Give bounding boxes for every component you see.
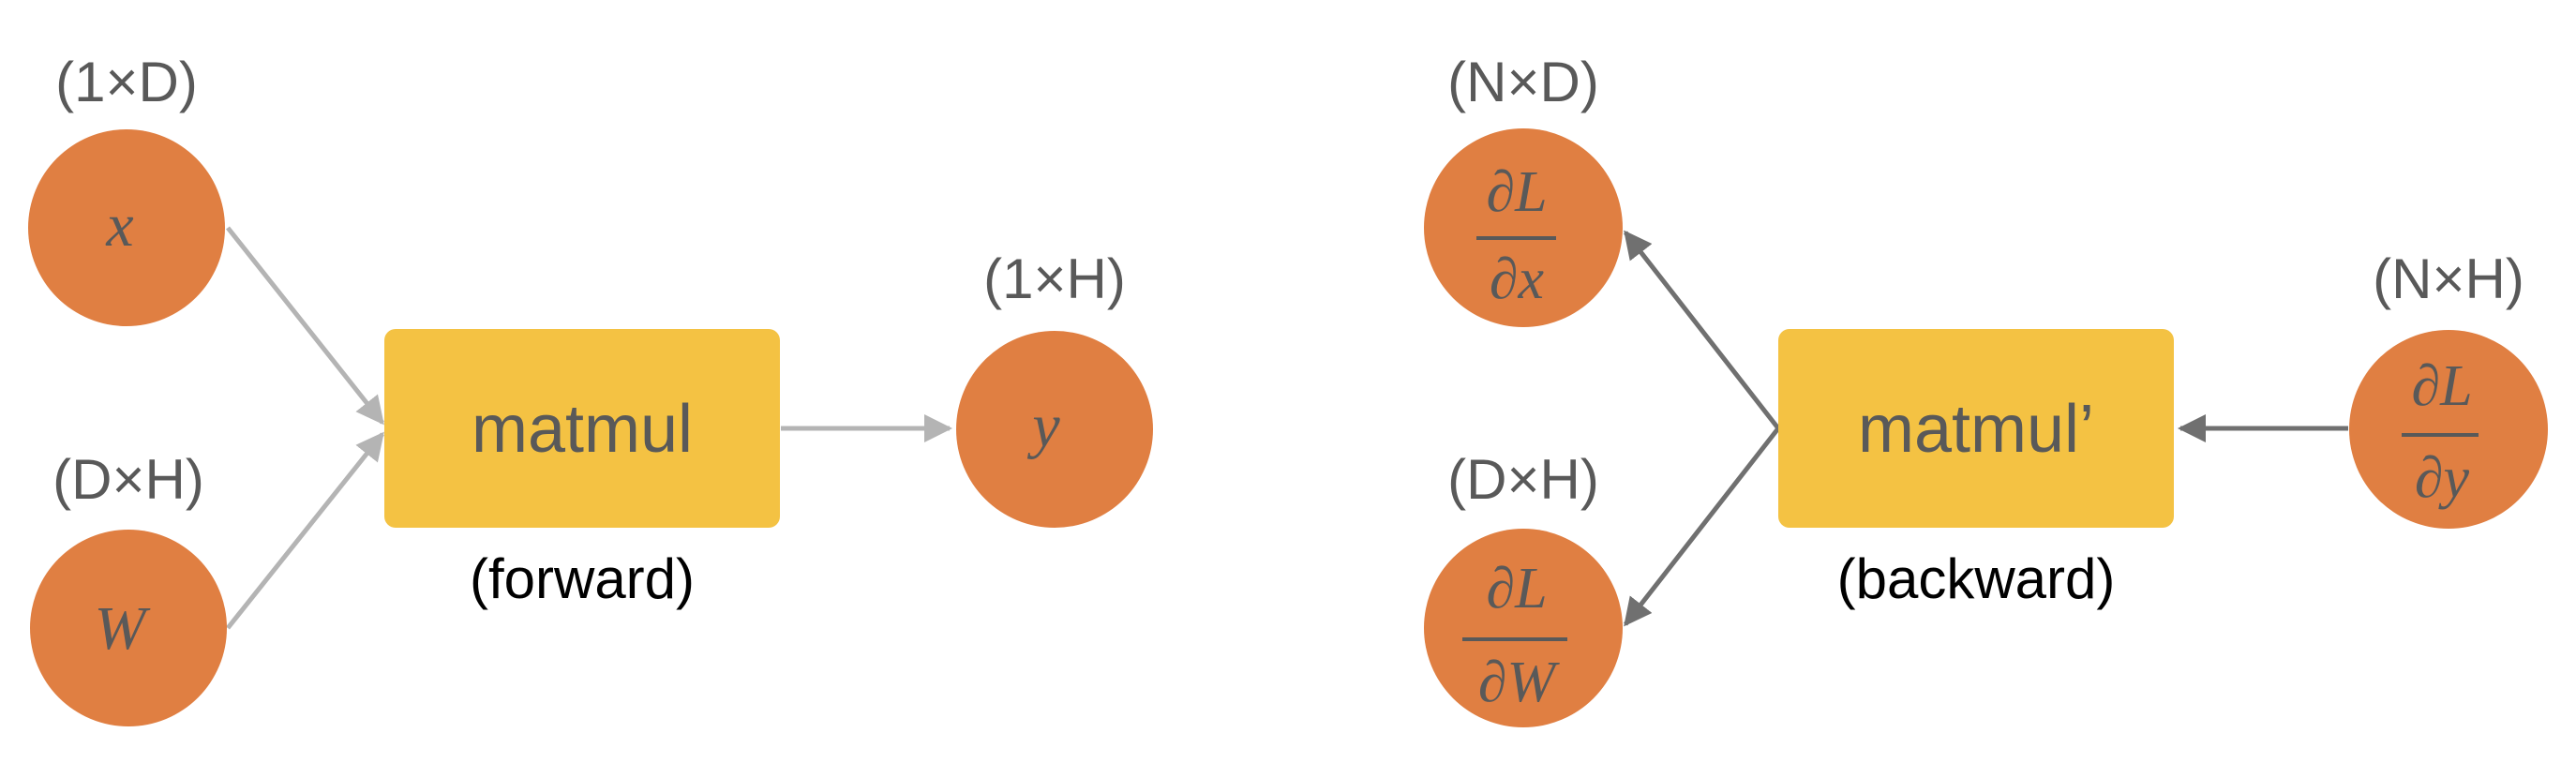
dy-numerator: ∂L (2411, 354, 2472, 418)
dx-numerator: ∂L (1486, 160, 1547, 224)
dw-numerator: ∂L (1486, 557, 1547, 621)
forward-graph: (1×D) x (D×H) W matmul (forward) (1×H) y (28, 51, 1153, 726)
edge-w-to-matmul (226, 431, 384, 630)
forward-caption: (forward) (470, 547, 695, 610)
dx-shape-label: (N×D) (1447, 51, 1599, 113)
dw-denominator: ∂W (1478, 651, 1561, 714)
y-node (956, 331, 1153, 528)
dx-node (1424, 128, 1623, 327)
matmul-grad-op-box (1778, 329, 2174, 528)
backward-caption: (backward) (1837, 547, 2116, 610)
backward-graph: (N×D) ∂L ∂x (D×H) ∂L ∂W matmul’ (backwar… (1424, 51, 2548, 727)
matmul-op-label: matmul (472, 392, 693, 467)
dw-shape-label: (D×H) (1447, 448, 1599, 511)
x-node (28, 129, 225, 326)
y-shape-label: (1×H) (983, 247, 1126, 310)
edge-matmul-grad-to-dw (1624, 426, 1780, 627)
dw-node (1424, 529, 1623, 727)
edge-matmul-grad-to-dx (1624, 230, 1780, 430)
dx-denominator: ∂x (1490, 247, 1545, 311)
y-symbol: y (1026, 392, 1060, 460)
matmul-grad-op-label: matmul’ (1858, 392, 2094, 467)
w-shape-label: (D×H) (52, 448, 204, 511)
dy-shape-label: (N×H) (2373, 247, 2524, 310)
matmul-op-box (384, 329, 780, 528)
x-symbol: x (105, 191, 133, 260)
dy-denominator: ∂y (2415, 446, 2470, 510)
dy-node (2349, 330, 2548, 529)
w-node (30, 530, 227, 726)
x-shape-label: (1×D) (55, 51, 198, 113)
w-symbol: W (95, 594, 151, 663)
edge-x-to-matmul (226, 226, 384, 426)
